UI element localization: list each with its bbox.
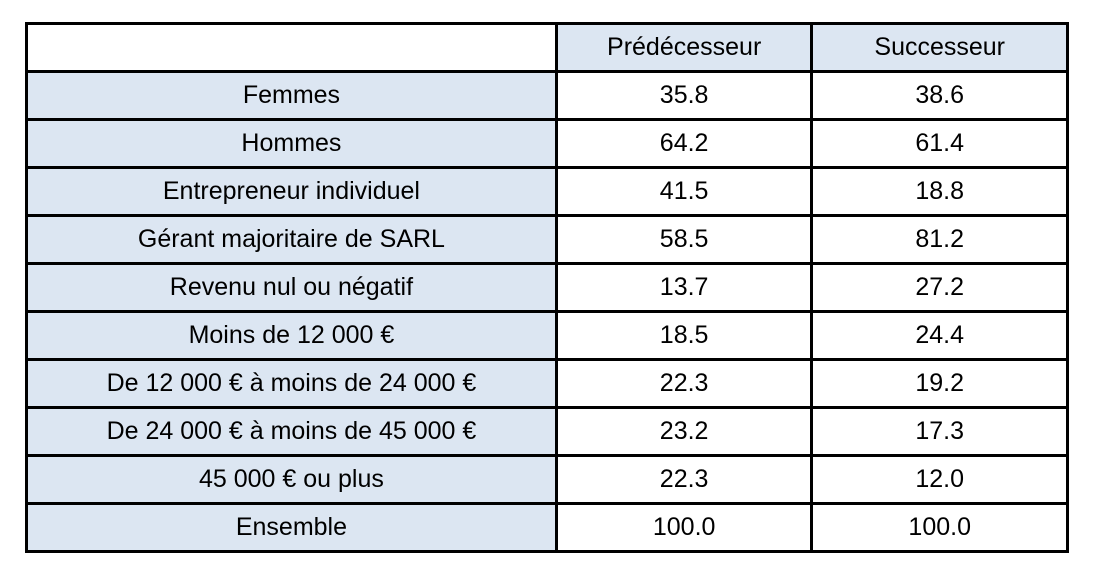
table-row: De 24 000 € à moins de 45 000 € 23.2 17.… (25, 406, 1069, 457)
row-label-moins-de-12000: Moins de 12 000 € (25, 310, 558, 361)
cell-value: 81.2 (810, 214, 1069, 265)
row-label-hommes: Hommes (25, 118, 558, 169)
table-row: Gérant majoritaire de SARL 58.5 81.2 (25, 214, 1069, 265)
cell-value: 61.4 (810, 118, 1069, 169)
table-row: De 12 000 € à moins de 24 000 € 22.3 19.… (25, 358, 1069, 409)
column-header-predecesseur: Prédécesseur (554, 22, 814, 73)
cell-value: 18.5 (554, 310, 814, 361)
table-row: Entrepreneur individuel 41.5 18.8 (25, 166, 1069, 217)
cell-value: 100.0 (810, 502, 1069, 553)
cell-value: 100.0 (554, 502, 814, 553)
corner-cell (25, 22, 558, 73)
row-label-femmes: Femmes (25, 70, 558, 121)
cell-value: 24.4 (810, 310, 1069, 361)
cell-value: 35.8 (554, 70, 814, 121)
table-row: Revenu nul ou négatif 13.7 27.2 (25, 262, 1069, 313)
cell-value: 17.3 (810, 406, 1069, 457)
row-label-entrepreneur-individuel: Entrepreneur individuel (25, 166, 558, 217)
cell-value: 19.2 (810, 358, 1069, 409)
row-label-12000-a-24000: De 12 000 € à moins de 24 000 € (25, 358, 558, 409)
table-row: Ensemble 100.0 100.0 (25, 502, 1069, 553)
cell-value: 64.2 (554, 118, 814, 169)
row-label-45000-ou-plus: 45 000 € ou plus (25, 454, 558, 505)
cell-value: 23.2 (554, 406, 814, 457)
header-row: Prédécesseur Successeur (25, 22, 1069, 73)
row-label-revenu-nul-ou-negatif: Revenu nul ou négatif (25, 262, 558, 313)
table-row: Femmes 35.8 38.6 (25, 70, 1069, 121)
table-row: Moins de 12 000 € 18.5 24.4 (25, 310, 1069, 361)
cell-value: 41.5 (554, 166, 814, 217)
cell-value: 38.6 (810, 70, 1069, 121)
data-table: Prédécesseur Successeur Femmes 35.8 38.6… (25, 22, 1069, 553)
row-label-ensemble: Ensemble (25, 502, 558, 553)
column-header-successeur: Successeur (810, 22, 1069, 73)
cell-value: 13.7 (554, 262, 814, 313)
table-container: Prédécesseur Successeur Femmes 35.8 38.6… (25, 22, 1069, 553)
cell-value: 27.2 (810, 262, 1069, 313)
cell-value: 18.8 (810, 166, 1069, 217)
cell-value: 12.0 (810, 454, 1069, 505)
cell-value: 22.3 (554, 358, 814, 409)
table-row: Hommes 64.2 61.4 (25, 118, 1069, 169)
cell-value: 22.3 (554, 454, 814, 505)
row-label-gerant-majoritaire-sarl: Gérant majoritaire de SARL (25, 214, 558, 265)
cell-value: 58.5 (554, 214, 814, 265)
table-row: 45 000 € ou plus 22.3 12.0 (25, 454, 1069, 505)
row-label-24000-a-45000: De 24 000 € à moins de 45 000 € (25, 406, 558, 457)
